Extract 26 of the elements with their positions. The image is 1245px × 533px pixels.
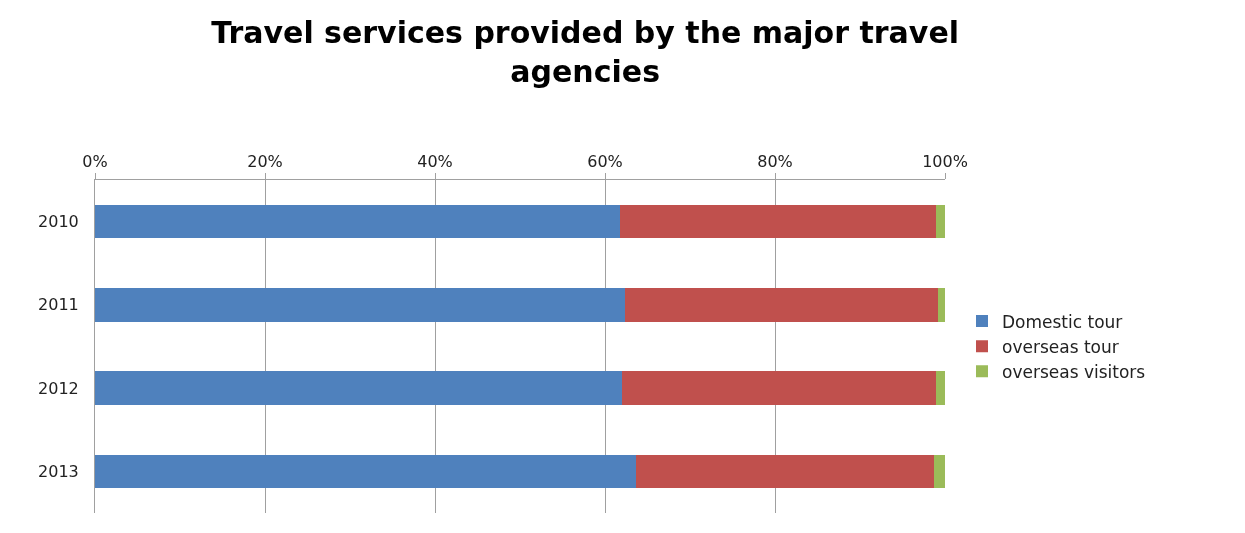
bar	[935, 204, 945, 239]
x-tick-label: 100%	[922, 151, 968, 171]
bar	[635, 454, 934, 489]
x-tick-label: 60%	[587, 151, 623, 171]
bar	[95, 454, 636, 489]
bar	[95, 371, 622, 405]
bar	[622, 371, 936, 405]
x-tick-label: 80%	[757, 151, 793, 171]
bar	[935, 371, 945, 405]
y-tick-label: 2013	[38, 461, 79, 481]
bar	[624, 288, 939, 322]
y-tick-label: 2012	[38, 378, 79, 398]
y-tick-label: 2011	[38, 295, 79, 315]
legend-label: overseas visitors	[1002, 361, 1146, 382]
x-tick-label: 0%	[82, 151, 108, 171]
bar	[95, 288, 625, 322]
y-tick-label: 2010	[38, 212, 79, 232]
bar	[620, 204, 936, 239]
x-tick-label: 20%	[247, 151, 283, 171]
legend-label: overseas tour	[1002, 336, 1119, 357]
bar	[938, 288, 945, 322]
legend-label: Domestic tour	[1002, 311, 1123, 332]
x-tick-label: 40%	[417, 151, 453, 171]
bar	[95, 204, 621, 239]
chart-title: Travel services provided by the major travel agencies	[211, 14, 960, 89]
bar	[933, 454, 945, 489]
